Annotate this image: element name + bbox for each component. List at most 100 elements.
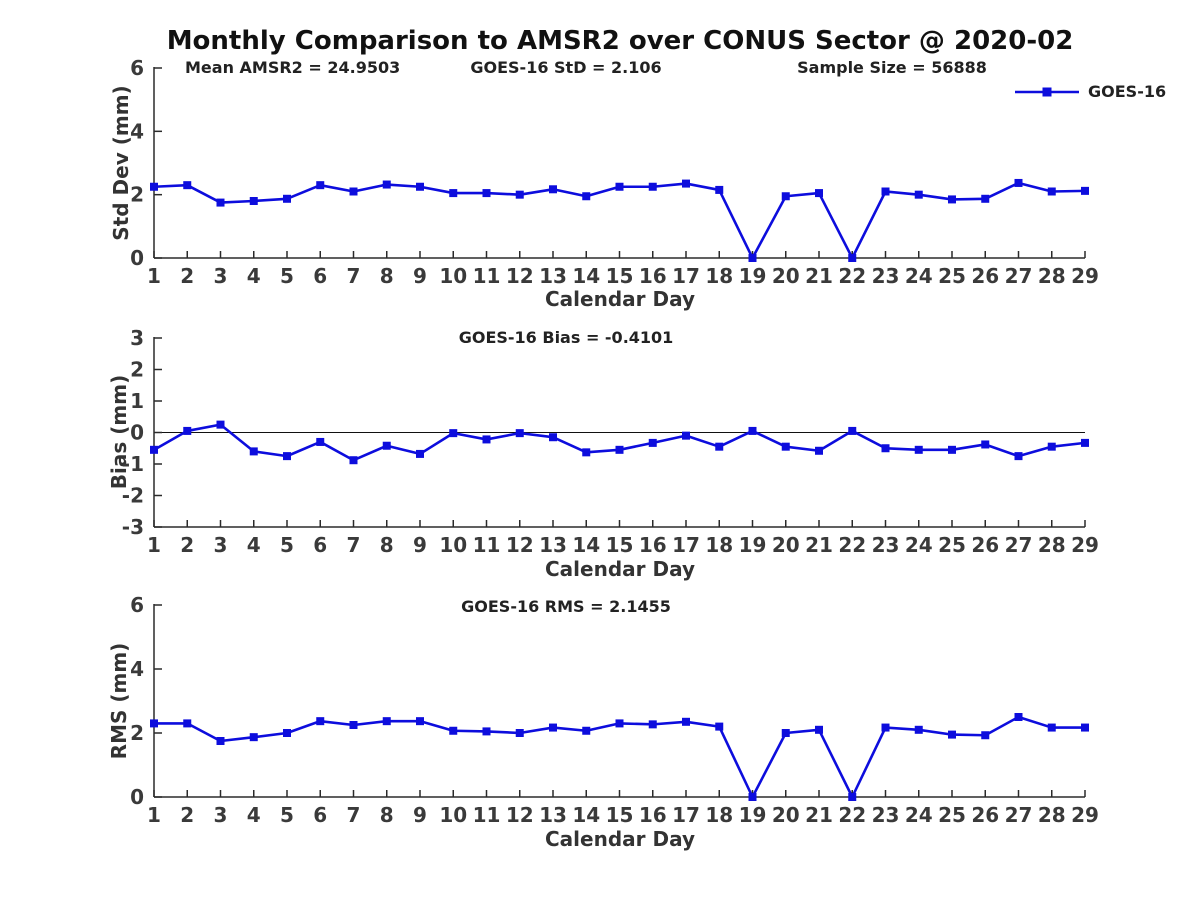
goes-16-marker [615,182,624,191]
goes-16-marker [1081,438,1089,447]
goes-16-marker [648,182,657,191]
goes-16-marker [249,733,258,742]
x-tick-label: 4 [247,264,261,288]
goes-16-marker [981,194,990,203]
y-tick-label: 1 [130,389,144,413]
x-tick-label: 13 [539,533,567,557]
x-tick-label: 18 [705,264,733,288]
goes-16-marker [748,793,757,801]
goes-16-marker [682,431,690,440]
subplot-title-rms: GOES-16 RMS = 2.1455 [461,597,671,616]
goes-16-marker [815,446,823,455]
x-tick-label: 7 [347,533,361,557]
goes-16-marker [150,182,158,191]
goes-16-marker [382,180,391,189]
x-tick-label: 23 [872,803,900,827]
subplot-title-bias: GOES-16 Bias = -0.4101 [458,328,674,347]
goes-16-marker [682,179,690,188]
x-tick-label: 23 [872,533,900,557]
goes-16-marker [881,444,890,453]
y-tick-label: -1 [122,452,144,476]
x-tick-label: 27 [1005,803,1033,827]
goes-16-marker [948,445,956,454]
x-tick-label: 29 [1071,533,1099,557]
goes-16-marker [981,731,990,740]
goes-16-marker [648,720,657,729]
goes-16-marker [482,727,491,736]
x-tick-label: 10 [439,533,467,557]
y-tick-label: 6 [130,593,144,617]
x-tick-label: 21 [805,533,833,557]
goes-16-marker [1014,178,1023,187]
goes-16-marker [482,435,491,444]
x-tick-label: 5 [280,803,294,827]
x-tick-label: 22 [838,533,866,557]
x-tick-label: 10 [439,264,467,288]
x-tick-label: 3 [214,264,228,288]
x-tick-label: 3 [214,533,228,557]
goes-16-marker [1014,713,1023,721]
x-tick-label: 6 [313,533,327,557]
goes-16-line [154,715,1085,799]
goes-16-marker [1014,452,1023,461]
goes-16-marker [914,445,923,454]
x-tick-label: 9 [413,533,427,557]
x-tick-label: 27 [1005,533,1033,557]
goes-16-marker [748,254,757,262]
goes-16-marker [1081,723,1089,732]
goes-16-marker [216,737,225,745]
x-tick-label: 1 [147,533,161,557]
goes-16-marker [183,426,192,435]
goes-16-marker [549,185,557,194]
goes-16-marker [382,441,391,450]
goes-16-marker [781,442,790,451]
goes-16-marker [715,442,724,451]
goes-16-marker [316,717,325,726]
goes-16-marker [648,438,657,447]
x-tick-label: 18 [705,533,733,557]
goes-16-marker [549,433,557,442]
y-tick-label: -3 [122,515,144,539]
x-tick-label: 29 [1071,264,1099,288]
goes-16-marker [815,725,823,734]
x-tick-label: 18 [705,803,733,827]
goes-16-marker [815,189,823,198]
x-tick-label: 24 [905,803,933,827]
x-tick-label: 7 [347,803,361,827]
x-tick-label: 2 [180,533,194,557]
goes-16-marker [682,717,690,726]
goes-16-line [153,181,1086,260]
x-tick-label: 28 [1038,803,1066,827]
x-tick-label: 19 [739,264,767,288]
goes-16-marker [848,793,857,801]
x-tick-label: 7 [347,264,361,288]
xlabel-bias: Calendar Day [545,557,695,581]
goes-16-marker [283,452,291,461]
goes-16-marker [183,181,192,190]
goes-16-marker [449,429,458,438]
goes-16-marker [416,717,424,726]
x-tick-label: 15 [606,803,634,827]
goes-16-marker [615,719,624,728]
goes-16-marker [948,730,956,739]
x-tick-label: 6 [313,803,327,827]
y-tick-label: 2 [130,721,144,745]
x-tick-label: 20 [772,803,800,827]
x-tick-label: 5 [280,264,294,288]
goes-16-marker [1047,187,1056,196]
x-tick-label: 25 [938,264,966,288]
goes-16-marker [515,190,524,199]
goes-16-marker [183,719,192,728]
goes-16-marker [515,429,524,438]
x-tick-label: 26 [971,264,999,288]
x-tick-label: 16 [639,533,667,557]
x-tick-label: 16 [639,264,667,288]
x-tick-label: 20 [772,533,800,557]
x-tick-label: 4 [247,803,261,827]
goes-16-marker [715,185,724,194]
goes-16-marker [748,426,757,435]
legend-line-sample-icon [1015,87,1079,96]
x-tick-label: 23 [872,264,900,288]
annotation-goes16-std: GOES-16 StD = 2.106 [470,58,662,77]
goes-16-marker [781,192,790,201]
